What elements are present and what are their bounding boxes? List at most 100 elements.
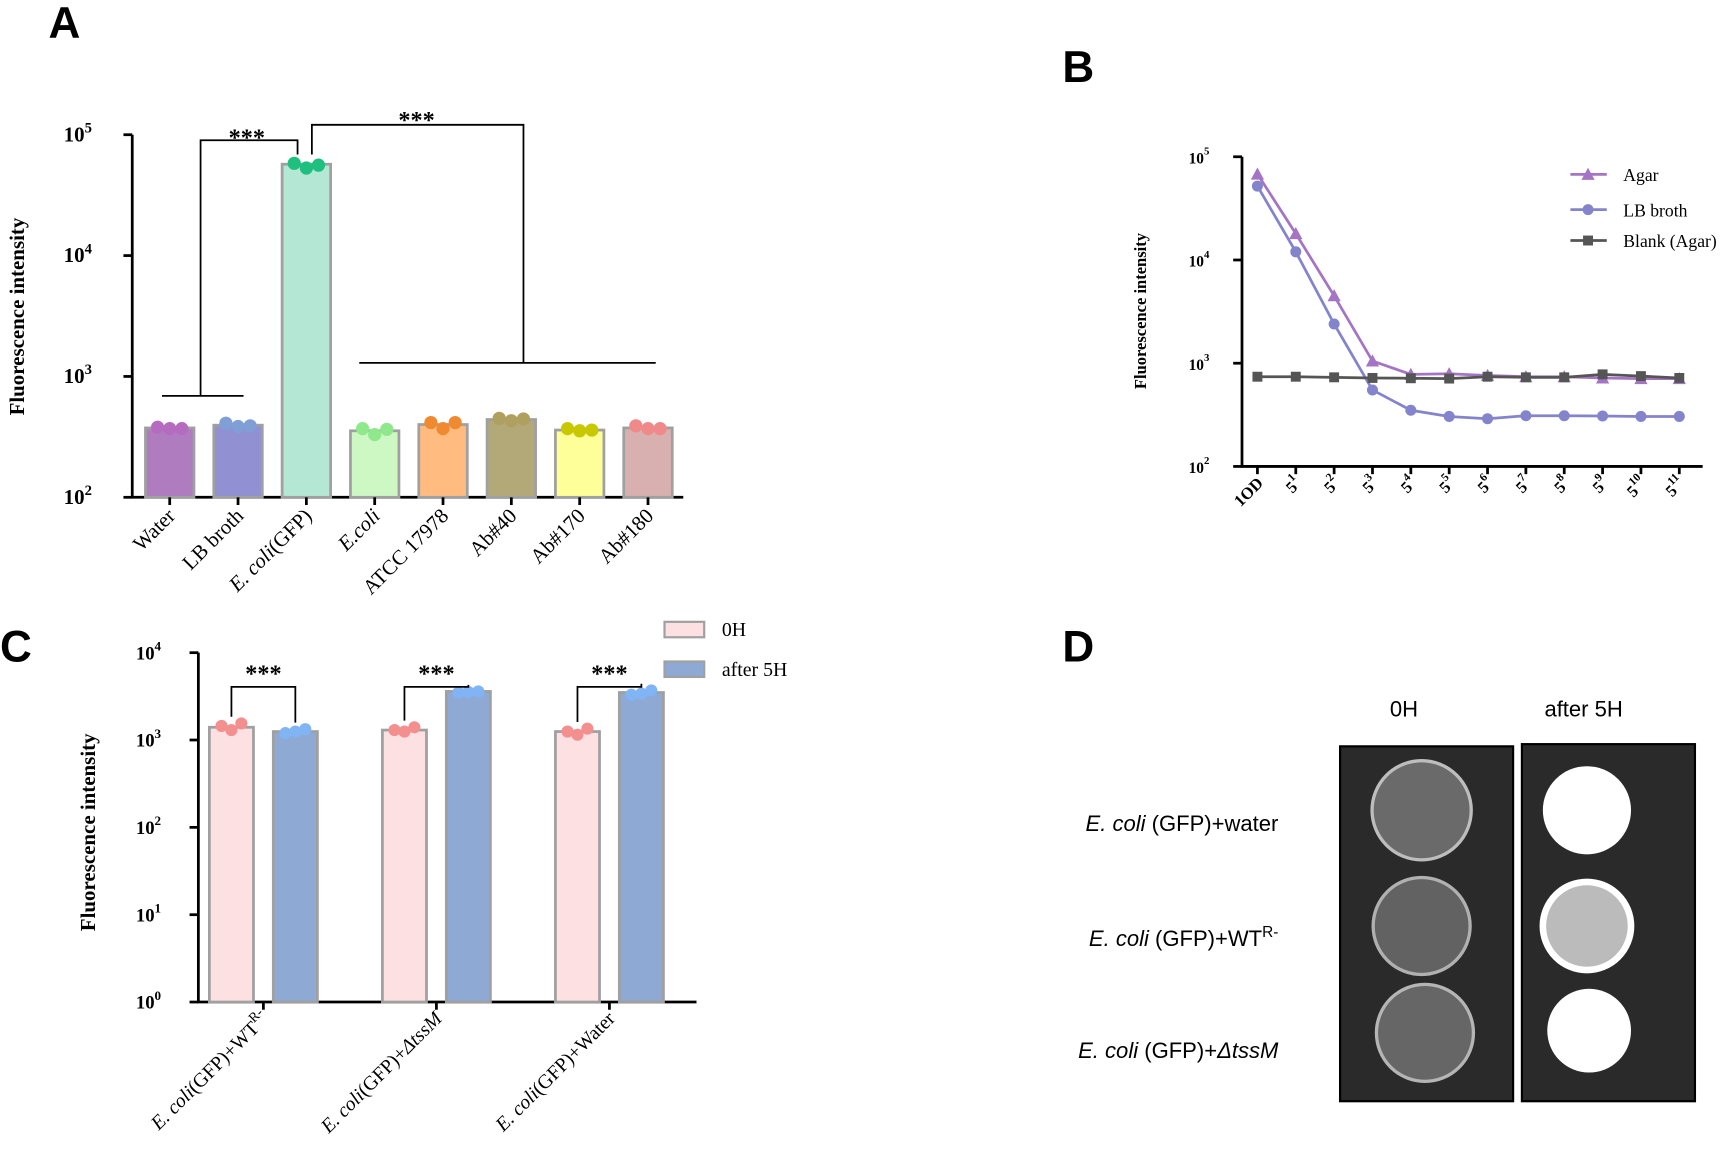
line — [1256, 185, 1680, 421]
data-point — [653, 422, 667, 436]
label-part: ΔtssM — [396, 1007, 448, 1059]
data-point — [215, 719, 228, 732]
marker — [1559, 372, 1570, 383]
y-tick-label: 102 — [1189, 455, 1210, 477]
spot — [1371, 875, 1472, 977]
data-point — [299, 723, 312, 736]
column-label: 0H — [1390, 697, 1418, 722]
bar — [417, 423, 469, 499]
data-point — [436, 422, 450, 436]
label: E. coli (GFP)+WTR- — [1089, 924, 1278, 951]
legend-label: Blank (Agar) — [1623, 231, 1717, 251]
label: 56 — [1471, 471, 1497, 497]
annotation: *** — [229, 125, 265, 152]
data-point — [448, 415, 462, 430]
y-tick-label: 103 — [1189, 352, 1210, 374]
data-point — [289, 725, 302, 738]
marker — [1290, 246, 1302, 258]
label-part: (GFP)+water — [1146, 811, 1279, 836]
label-part: 1OD — [1230, 473, 1267, 510]
label: Ab#170 — [525, 504, 590, 569]
bar — [381, 728, 428, 1004]
label-part: R- — [1262, 924, 1278, 941]
data-point — [452, 686, 465, 699]
data-point — [462, 685, 475, 699]
data-point — [585, 423, 599, 437]
data-point — [225, 724, 238, 737]
label: E. coli(GFP)+WTR- — [144, 1005, 274, 1135]
label: E. coli (GFP)+ΔtssM — [1078, 1038, 1279, 1063]
label: 57 — [1509, 471, 1535, 497]
tick-exponent: 1 — [155, 900, 162, 915]
tick-exponent: 4 — [1204, 249, 1210, 261]
bar — [271, 730, 319, 1004]
label-part: E.coli — [332, 504, 385, 557]
label-part: E. coli — [1086, 811, 1147, 836]
data-point — [492, 411, 506, 425]
label: 52 — [1318, 471, 1344, 497]
data-point — [163, 422, 177, 436]
data-point — [231, 419, 245, 434]
legend-label: LB broth — [1623, 200, 1687, 220]
label: 54 — [1394, 471, 1420, 497]
y-tick-label: 102 — [136, 813, 161, 839]
data-point — [287, 156, 301, 170]
tick-exponent: 4 — [155, 638, 162, 653]
label: Ab#40 — [464, 504, 521, 561]
data-point — [645, 684, 658, 697]
spot — [1547, 988, 1632, 1073]
bracket — [403, 684, 470, 721]
y-tick-label: 103 — [136, 726, 162, 752]
marker — [1520, 372, 1531, 383]
data-point — [279, 727, 292, 740]
marker — [1289, 227, 1303, 240]
y-tick-label: 101 — [136, 900, 161, 926]
bar — [622, 426, 674, 499]
marker — [1366, 384, 1378, 396]
data-point — [504, 414, 518, 428]
annotation: *** — [398, 107, 434, 134]
tick-exponent: 2 — [1204, 455, 1209, 467]
data-point — [424, 415, 438, 430]
data-point — [635, 687, 648, 700]
data-point — [380, 422, 394, 436]
bar — [444, 690, 492, 1004]
tick-base: 10 — [136, 731, 155, 752]
line — [1257, 372, 1680, 380]
annotation: *** — [245, 660, 281, 687]
label-part: Ab#180 — [594, 504, 659, 569]
tick-exponent: 2 — [155, 813, 162, 828]
tick-base: 10 — [64, 364, 85, 388]
marker — [1558, 410, 1570, 422]
marker — [1327, 289, 1341, 302]
data-point — [625, 688, 638, 701]
data-point — [629, 419, 643, 433]
tick-exponent: 5 — [1204, 146, 1209, 158]
tick-base: 10 — [136, 905, 155, 926]
tick-base: 10 — [64, 243, 85, 267]
bracket — [310, 123, 656, 364]
annotation: *** — [591, 660, 627, 687]
marker — [1405, 404, 1417, 416]
tick-base: 10 — [1189, 357, 1205, 374]
label-part: (GFP) — [263, 504, 317, 558]
significance-brackets — [161, 123, 656, 397]
data-point — [398, 725, 411, 738]
data-point — [355, 422, 370, 436]
marker — [1635, 371, 1646, 382]
label-part: (GFP)+WT — [1149, 926, 1262, 951]
tick-base: 10 — [136, 643, 155, 664]
marker — [1582, 204, 1594, 216]
tick-exponent: 4 — [85, 241, 93, 257]
y-tick-label: 105 — [1189, 146, 1210, 168]
label: E. coli(GFP)+ΔtssM — [316, 1007, 448, 1139]
spot — [1542, 766, 1632, 855]
y-tick-label: 102 — [64, 483, 92, 509]
line — [1256, 173, 1680, 380]
bar — [212, 423, 264, 499]
data-point — [175, 422, 189, 436]
data-point — [299, 161, 313, 175]
bar — [280, 162, 332, 499]
spot — [1370, 759, 1473, 862]
